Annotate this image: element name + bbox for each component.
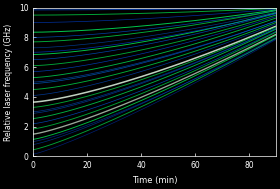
- X-axis label: Time (min): Time (min): [132, 176, 177, 185]
- Y-axis label: Relative laser frequency (GHz): Relative laser frequency (GHz): [4, 23, 13, 141]
